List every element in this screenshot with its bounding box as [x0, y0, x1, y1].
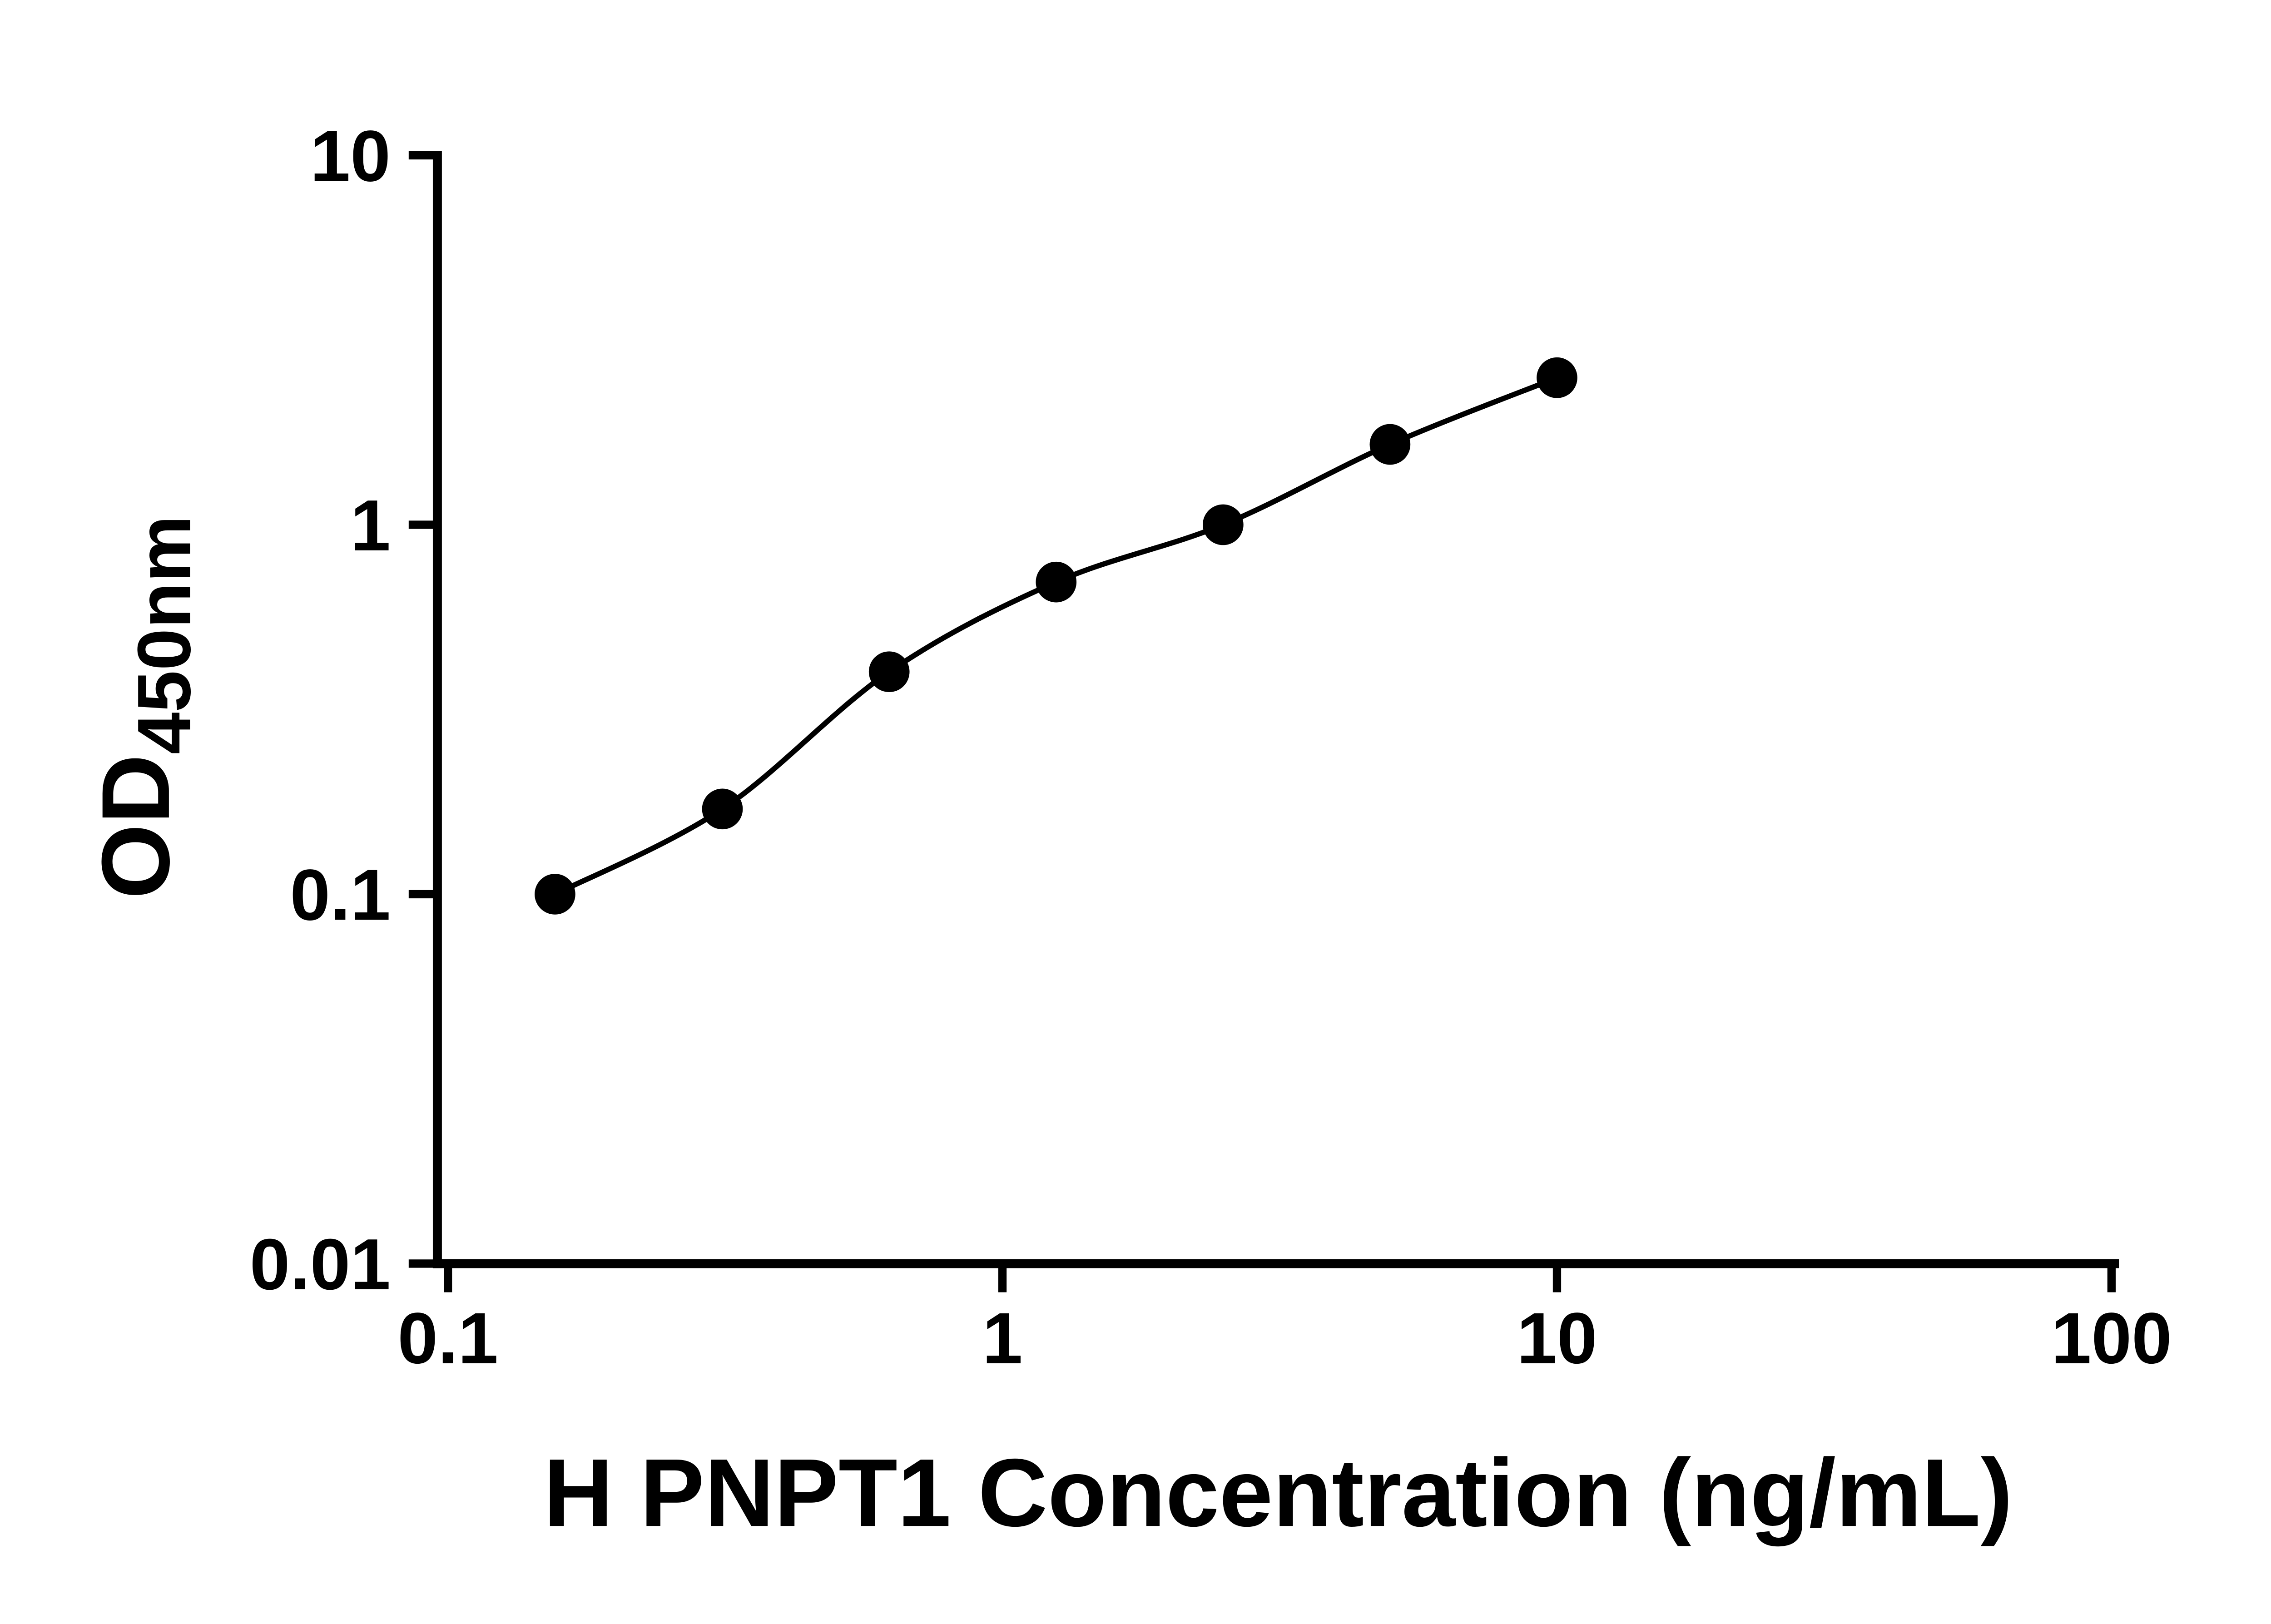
x-tick-label: 100	[2051, 1298, 2172, 1379]
data-point	[1036, 561, 1077, 603]
x-tick-label: 1	[982, 1298, 1023, 1379]
data-point	[868, 651, 910, 693]
y-tick-label: 1	[350, 485, 391, 566]
x-tick-label: 10	[1517, 1298, 1597, 1379]
y-tick-label: 0.1	[290, 854, 391, 935]
x-axis-title: H PNPT1 Concentration (ng/mL)	[544, 1439, 2013, 1547]
y-tick-label: 10	[310, 115, 391, 196]
x-tick-label: 0.1	[397, 1298, 498, 1379]
data-point	[1203, 504, 1244, 545]
y-tick-label: 0.01	[250, 1224, 391, 1305]
data-point	[1369, 424, 1411, 465]
data-point	[1537, 357, 1577, 398]
data-point	[535, 874, 575, 915]
data-point	[702, 788, 743, 830]
y-axis-title: OD450nm	[82, 515, 206, 899]
